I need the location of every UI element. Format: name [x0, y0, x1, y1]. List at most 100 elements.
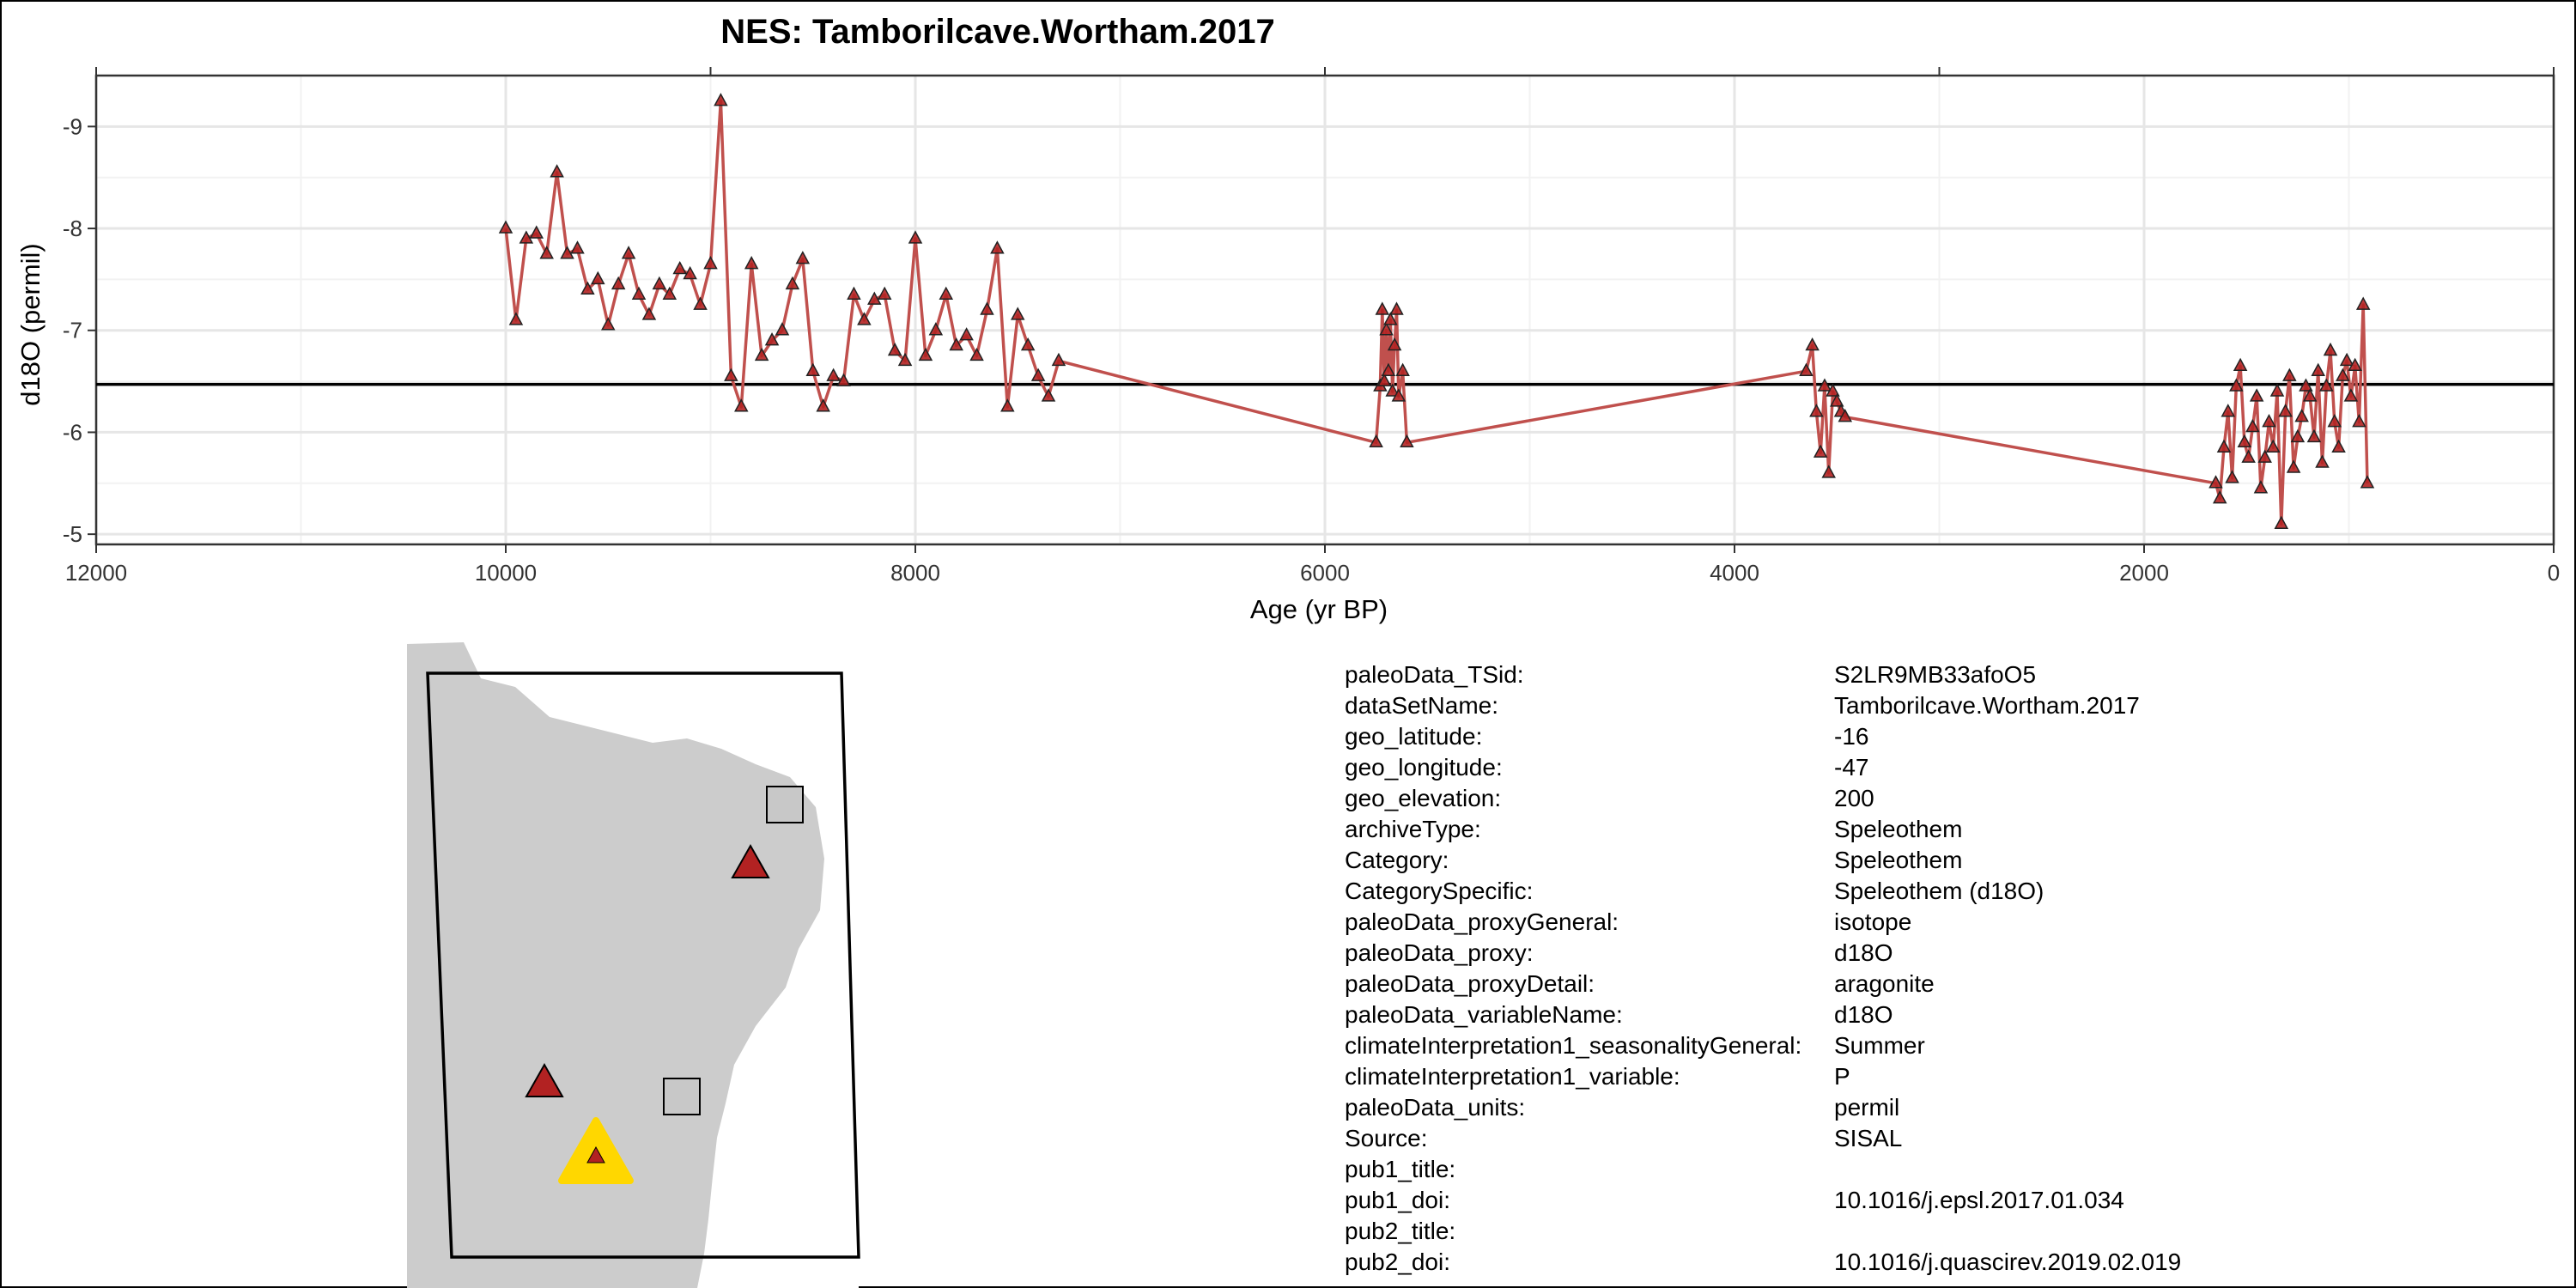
data-point [2221, 404, 2236, 417]
data-point [754, 347, 769, 361]
data-point [2249, 388, 2264, 402]
data-point [2257, 449, 2272, 463]
metadata-value: permil [1834, 1094, 1900, 1121]
data-point [1400, 434, 1414, 448]
data-point [498, 220, 513, 234]
grid [94, 76, 2555, 544]
data-point [836, 373, 851, 386]
data-point [1829, 393, 1844, 407]
map-region-outline [426, 671, 860, 1259]
data-point [1010, 307, 1025, 320]
data-point [980, 301, 994, 315]
data-point [1809, 404, 1824, 417]
metadata-value: isotope [1834, 908, 1912, 935]
data-point [672, 260, 687, 275]
data-point [1813, 444, 1828, 458]
data-point [2208, 475, 2223, 489]
metadata-row: paleoData_units: permil [1345, 1092, 2181, 1123]
data-point [539, 246, 554, 259]
metadata-row: Category: Speleothem [1345, 845, 2181, 876]
x-tick-label: 12000 [65, 560, 127, 586]
metadata-row: pub1_doi: 10.1016/j.epsl.2017.01.034 [1345, 1185, 2181, 1216]
data-point [1838, 409, 1853, 422]
metadata-value [1834, 1216, 2181, 1247]
x-tick-label: 6000 [1300, 560, 1350, 586]
metadata-row: paleoData_proxy: d18O [1345, 938, 2181, 969]
data-point [580, 281, 595, 295]
data-point [2278, 404, 2293, 417]
data-point [1821, 465, 1836, 478]
data-point [621, 246, 636, 259]
metadata-key: archiveType: [1345, 816, 1481, 842]
data-point [877, 286, 892, 300]
data-point [990, 240, 1005, 254]
metadata-key: Category: [1345, 847, 1449, 873]
data-point [631, 286, 647, 300]
metadata-key: pub2_title: [1345, 1218, 1456, 1244]
data-point [775, 322, 790, 336]
metadata-key: geo_elevation: [1345, 785, 1502, 811]
data-point [928, 322, 944, 336]
data-point [662, 286, 677, 300]
data-point [795, 251, 811, 264]
data-point [1805, 337, 1820, 351]
data-point [2225, 470, 2239, 483]
metadata-value [1834, 1154, 2181, 1185]
data-point [2299, 378, 2313, 392]
data-point [805, 362, 821, 376]
metadata-row: CategorySpecific: Speleothem (d18O) [1345, 876, 2181, 907]
data-point [1381, 362, 1396, 376]
data-point [1385, 383, 1400, 397]
data-point [1395, 362, 1410, 376]
metadata-key: geo_latitude: [1345, 723, 1483, 750]
metadata-key: pub2_doi: [1345, 1249, 1451, 1275]
data-point [1020, 337, 1036, 351]
metadata-key: geo_longitude: [1345, 754, 1503, 781]
data-point [2265, 439, 2281, 453]
data-point [2343, 388, 2359, 402]
data-point [2311, 362, 2325, 376]
data-point [1389, 301, 1404, 315]
data-point [2327, 413, 2342, 428]
data-point [969, 347, 984, 361]
metadata-key: dataSetName: [1345, 692, 1498, 719]
data-point [2331, 439, 2346, 453]
axes: 12000 10000 8000 6000 4000 2000 0 -9 -8 -7 -6 -5 [63, 67, 2560, 586]
data-point [1041, 388, 1056, 402]
data-point [2245, 418, 2260, 433]
data-point [652, 276, 667, 290]
metadata-key: Source: [1345, 1125, 1428, 1151]
data-point [2269, 383, 2285, 397]
data-point [550, 164, 564, 178]
data-point [1369, 434, 1383, 448]
data-point [1051, 352, 1066, 367]
metadata-key: pub1_doi: [1345, 1187, 1451, 1213]
x-tick-label: 2000 [2119, 560, 2169, 586]
data-point [1379, 322, 1394, 336]
metadata-key: paleoData_proxy: [1345, 939, 1534, 966]
data-point [600, 317, 616, 331]
data-point [1826, 383, 1840, 397]
metadata-value: Speleothem [1834, 816, 1963, 842]
data-point [816, 398, 830, 412]
data-point [641, 307, 657, 320]
metadata-value: aragonite [1834, 970, 1935, 997]
series-group [498, 93, 2375, 530]
metadata-value: 10.1016/j.quascirev.2019.02.019 [1834, 1249, 2182, 1275]
metadata-row: climateInterpretation1_variable: P [1345, 1061, 2181, 1092]
land-south-america [407, 642, 824, 1288]
data-point [1383, 312, 1398, 325]
data-point [519, 230, 534, 244]
data-point [2216, 439, 2232, 453]
data-point [2355, 296, 2371, 310]
data-point [2339, 352, 2354, 367]
metadata-value: 10.1016/j.epsl.2017.01.034 [1834, 1187, 2124, 1213]
metadata-row: pub2_title: [1345, 1216, 2181, 1247]
site-square-marker [663, 1078, 701, 1115]
data-point [908, 230, 923, 244]
data-point [570, 240, 585, 254]
plot-border [94, 74, 2555, 546]
metadata-row: Source: SISAL [1345, 1123, 2181, 1154]
